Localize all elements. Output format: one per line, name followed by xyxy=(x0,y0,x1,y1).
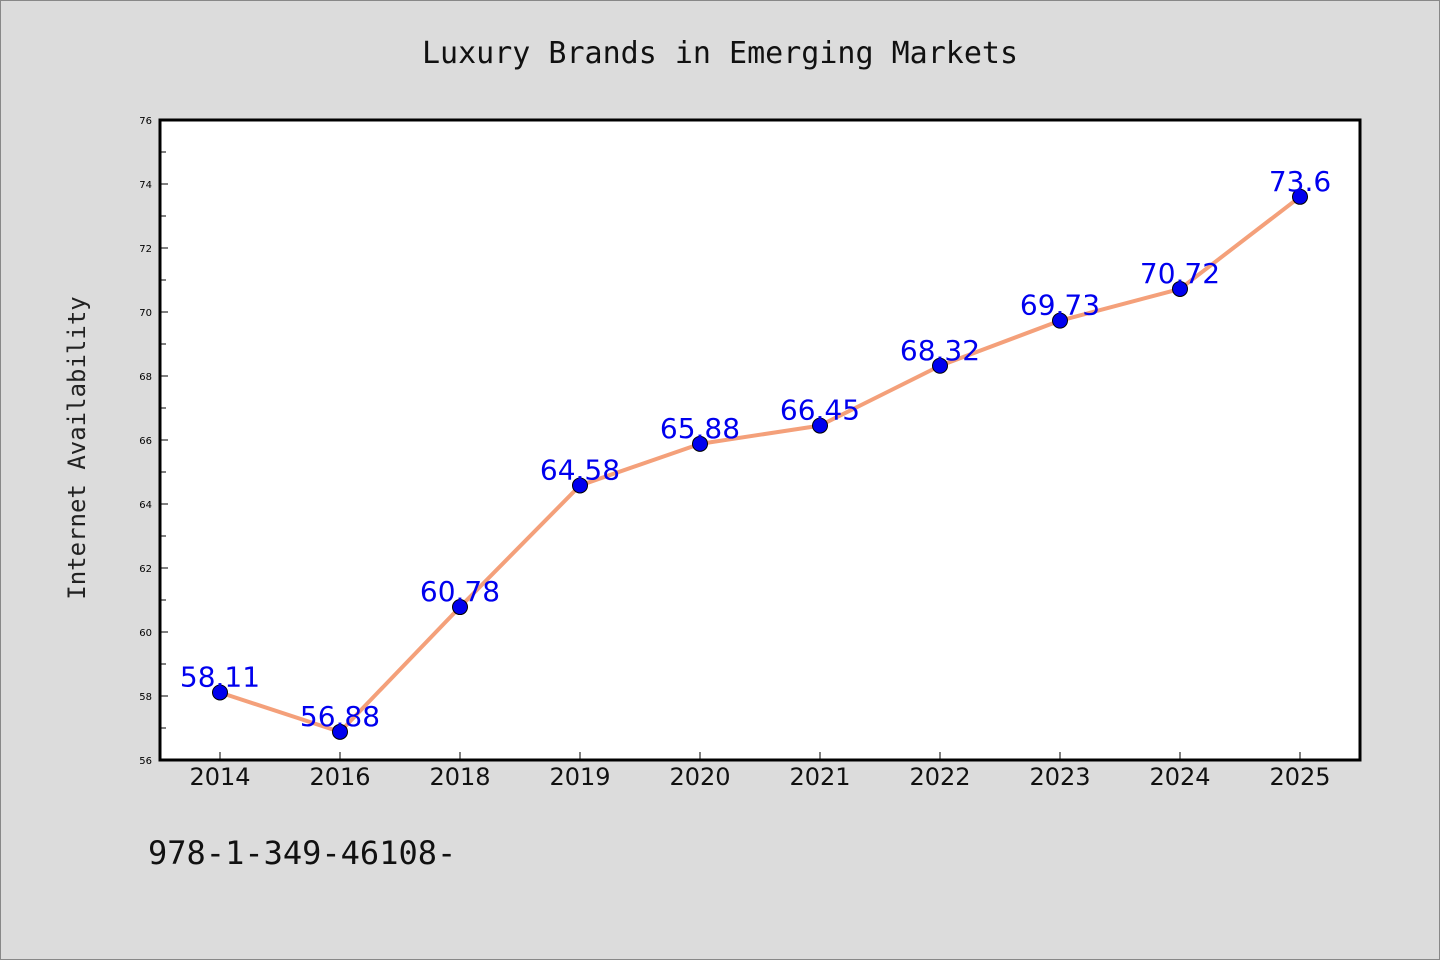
x-tick-label: 2022 xyxy=(909,763,970,791)
x-axis: 2014 2016 2018 2019 2020 2021 2022 2023 2024 2025 xyxy=(189,752,1331,791)
y-tick-label: 68 xyxy=(139,372,152,383)
y-tick-label: 60 xyxy=(139,628,152,639)
footer-text: 978-1-349-46108- xyxy=(148,834,456,872)
y-tick-label: 62 xyxy=(139,564,152,575)
x-tick-label: 2016 xyxy=(309,763,370,791)
x-tick-label: 2019 xyxy=(549,763,610,791)
plot-area xyxy=(158,118,1362,762)
data-point xyxy=(692,435,708,452)
x-tick-label: 2014 xyxy=(189,763,250,791)
x-tick-label: 2020 xyxy=(669,763,730,791)
y-tick-label: 76 xyxy=(139,116,152,127)
data-label: 56.88 xyxy=(300,700,380,733)
data-label: 58.11 xyxy=(180,660,260,693)
data-label: 69.73 xyxy=(1020,289,1100,322)
data-point xyxy=(452,599,468,616)
data-point xyxy=(1172,280,1188,297)
chart-title: Luxury Brands in Emerging Markets xyxy=(422,36,1018,71)
data-label: 70.72 xyxy=(1140,257,1220,290)
x-tick-label: 2021 xyxy=(789,763,850,791)
data-point xyxy=(812,417,828,434)
x-tick-label: 2024 xyxy=(1149,763,1210,791)
data-point xyxy=(332,723,348,740)
y-axis: 56 58 60 62 64 66 68 70 72 74 76 xyxy=(139,116,168,767)
data-label: 64.58 xyxy=(540,453,620,486)
y-tick-label: 58 xyxy=(139,692,152,703)
data-label: 73.6 xyxy=(1269,165,1331,198)
x-tick-label: 2018 xyxy=(429,763,490,791)
y-tick-label: 56 xyxy=(139,756,152,767)
data-point xyxy=(212,684,228,701)
y-tick-label: 72 xyxy=(139,244,152,255)
data-point xyxy=(932,357,948,374)
data-label: 65.88 xyxy=(660,412,740,445)
series-layer: 58.11 56.88 60.78 64.58 65.88 66.45 68.32 69.73… xyxy=(180,165,1331,740)
data-label: 60.78 xyxy=(420,575,500,608)
y-tick-label: 64 xyxy=(139,500,152,511)
data-label: 68.32 xyxy=(900,334,980,367)
y-tick-label: 70 xyxy=(139,308,152,319)
y-axis-label: Internet Availability xyxy=(63,296,91,599)
y-tick-label: 66 xyxy=(139,436,152,447)
y-tick-label: 74 xyxy=(139,180,152,191)
data-label: 66.45 xyxy=(780,394,860,427)
data-point xyxy=(1292,188,1308,205)
data-point xyxy=(1052,312,1068,329)
data-point xyxy=(572,477,588,494)
x-tick-label: 2023 xyxy=(1029,763,1090,791)
x-tick-label: 2025 xyxy=(1269,763,1330,791)
series-line xyxy=(218,194,1302,734)
